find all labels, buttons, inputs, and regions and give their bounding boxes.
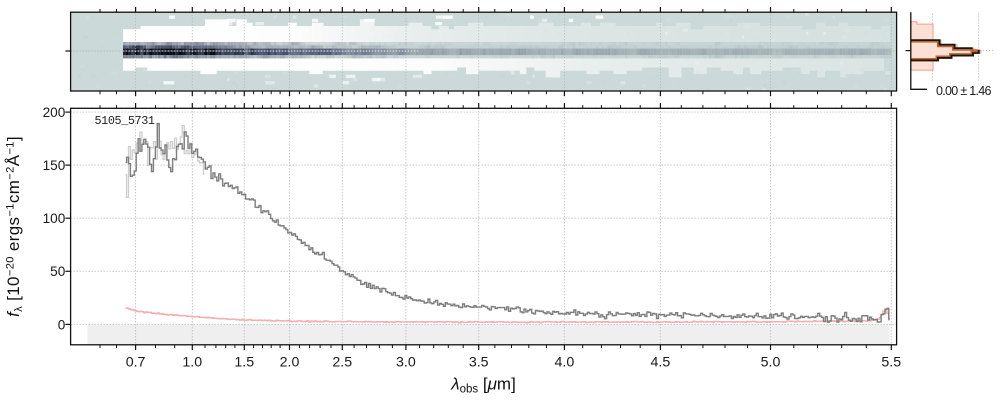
svg-text:100: 100: [43, 211, 66, 226]
svg-text:5.5: 5.5: [881, 355, 901, 371]
svg-text:50: 50: [50, 264, 66, 279]
svg-text:fλ [10−20 ergs−1cm−2Å−1]: fλ [10−20 ergs−1cm−2Å−1]: [4, 136, 25, 317]
svg-text:2.0: 2.0: [280, 355, 300, 371]
svg-text:200: 200: [43, 105, 66, 120]
svg-text:3.0: 3.0: [396, 355, 416, 371]
svg-text:5.0: 5.0: [761, 355, 781, 371]
svg-text:1.0: 1.0: [182, 355, 202, 371]
svg-text:0.00 ± 1.46: 0.00 ± 1.46: [936, 84, 992, 98]
svg-text:λobs [μm]: λobs [μm]: [450, 374, 516, 395]
svg-text:4.0: 4.0: [555, 355, 575, 371]
svg-text:1.5: 1.5: [234, 355, 254, 371]
svg-text:0: 0: [58, 317, 66, 332]
svg-text:0.7: 0.7: [126, 355, 146, 371]
svg-text:150: 150: [43, 158, 66, 173]
svg-text:3.5: 3.5: [469, 355, 489, 371]
svg-text:2.5: 2.5: [332, 355, 352, 371]
svg-text:5105_5731: 5105_5731: [95, 114, 156, 128]
svg-text:4.5: 4.5: [651, 355, 671, 371]
